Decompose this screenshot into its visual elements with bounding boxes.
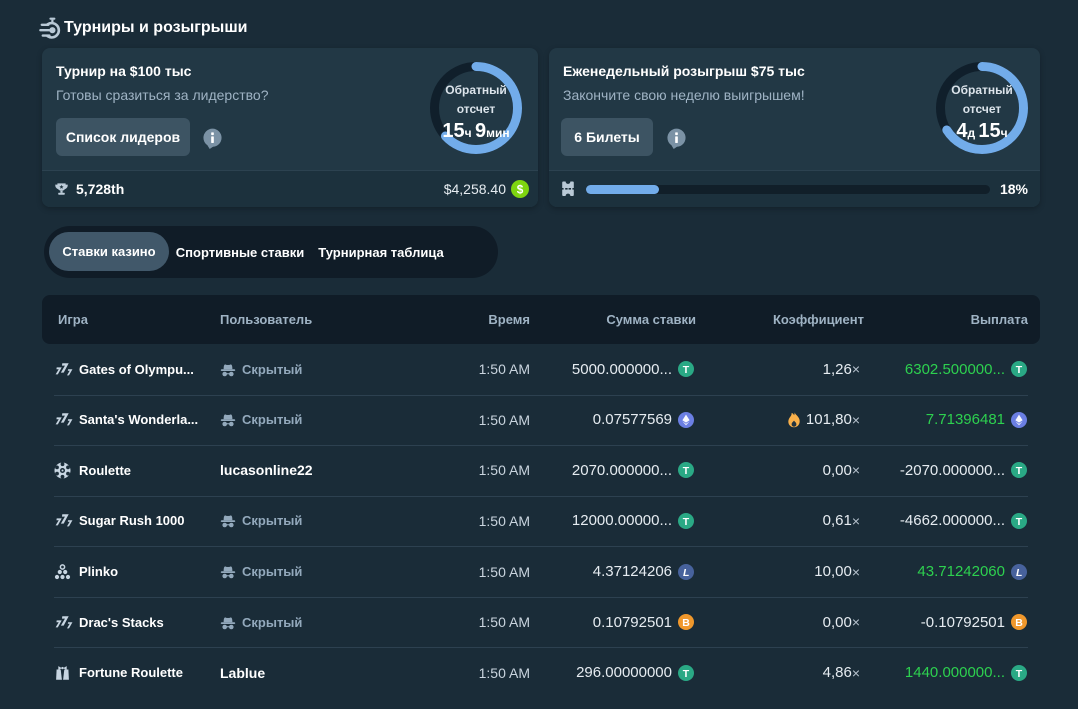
svg-text:T: T	[683, 516, 690, 528]
svg-text:L: L	[683, 567, 689, 579]
svg-text:T: T	[1016, 516, 1023, 528]
svg-text:T: T	[1016, 465, 1023, 477]
svg-text:B: B	[1015, 617, 1023, 629]
svg-text:T: T	[683, 465, 690, 477]
svg-text:T: T	[1016, 668, 1023, 680]
svg-text:$: $	[517, 183, 524, 197]
svg-text:Обратный: Обратный	[951, 83, 1013, 97]
svg-text:T: T	[1016, 364, 1023, 376]
svg-text:B: B	[682, 617, 690, 629]
svg-text:T: T	[683, 668, 690, 680]
svg-text:отсчет: отсчет	[963, 102, 1002, 116]
svg-text:15ч 9мин: 15ч 9мин	[442, 120, 509, 142]
svg-text:4д 15ч: 4д 15ч	[956, 120, 1007, 142]
svg-text:T: T	[683, 364, 690, 376]
svg-text:отсчет: отсчет	[457, 102, 496, 116]
svg-text:Обратный: Обратный	[445, 83, 507, 97]
svg-text:L: L	[1016, 567, 1022, 579]
